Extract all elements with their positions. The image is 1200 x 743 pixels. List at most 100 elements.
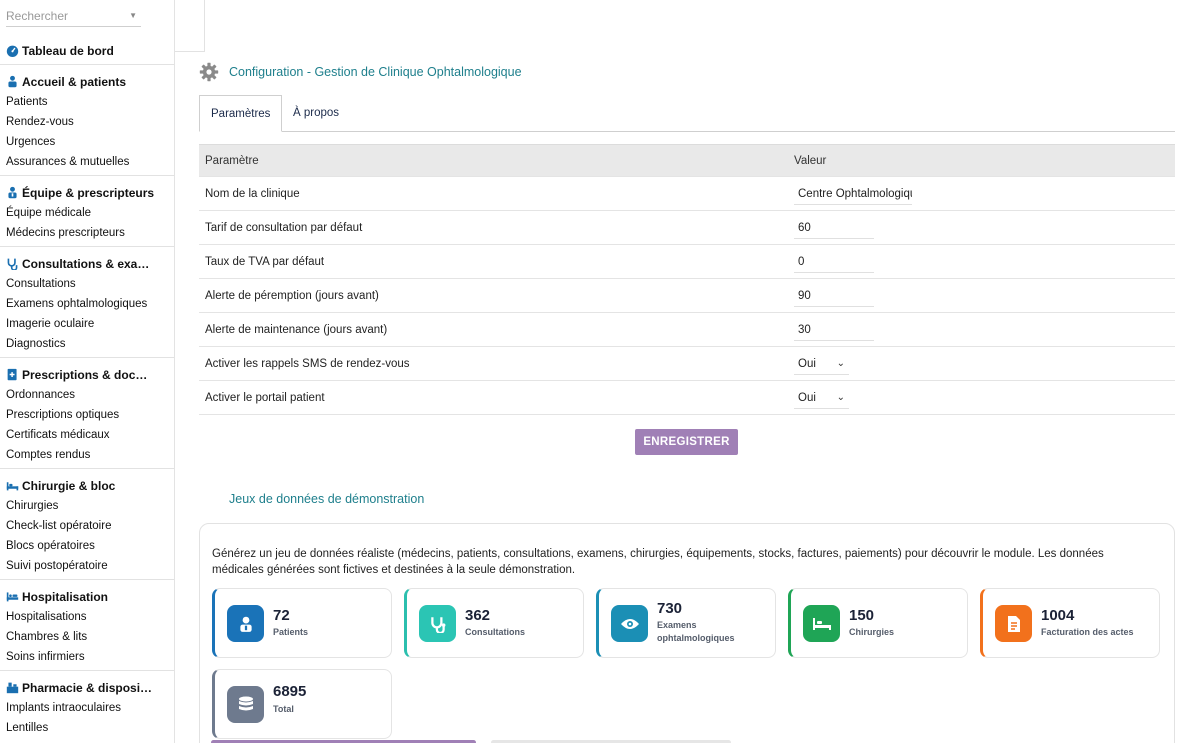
page-header: Configuration - Gestion de Clinique Opht… (199, 62, 522, 82)
sidebar-item-prescriptions-optiques[interactable]: Prescriptions optiques (6, 409, 120, 421)
demo-card: Générez un jeu de données réaliste (méde… (199, 523, 1175, 743)
sidebar-item-implants[interactable]: Implants intraoculaires (6, 702, 122, 714)
stat-card-total[interactable]: 6895 Total (212, 669, 392, 739)
eye-icon (611, 605, 648, 642)
sidebar-section-label: Consultations & exa… (22, 256, 150, 271)
sidebar-section-label: Chirurgie & bloc (22, 478, 116, 493)
sidebar-item-equipe-medicale[interactable]: Équipe médicale (6, 207, 92, 219)
stat-value: 72 (273, 607, 290, 624)
sidebar-section-accueil[interactable]: Accueil & patients (0, 71, 174, 92)
stat-card-patients[interactable]: 72 Patients (212, 588, 392, 658)
sms-reminders-select[interactable]: Oui ⌄ (794, 353, 849, 375)
param-label: Taux de TVA par défaut (205, 255, 325, 268)
divider (0, 468, 174, 469)
sidebar-item-chambres[interactable]: Chambres & lits (6, 631, 88, 643)
secondary-button[interactable] (491, 740, 731, 743)
stat-card-consultations[interactable]: 362 Consultations (404, 588, 584, 658)
sidebar-item-soins[interactable]: Soins infirmiers (6, 651, 85, 663)
sidebar-item-consultations[interactable]: Consultations (6, 278, 76, 290)
patient-portal-select[interactable]: Oui ⌄ (794, 387, 849, 409)
stat-label: Chirurgies (849, 627, 895, 637)
stat-value: 6895 (273, 683, 307, 700)
divider (0, 246, 174, 247)
sidebar-item-ordonnances[interactable]: Ordonnances (6, 389, 76, 401)
table-header: Paramètre Valeur (199, 144, 1175, 177)
stat-card-chirurgies[interactable]: 150 Chirurgies (788, 588, 968, 658)
tab-parametres[interactable]: Paramètres (199, 95, 283, 132)
stethoscope-icon (419, 605, 456, 642)
stat-value: 362 (465, 607, 491, 624)
select-value: Oui (798, 391, 816, 404)
sidebar-item-suivi[interactable]: Suivi postopératoire (6, 560, 108, 572)
stat-label: Total (273, 704, 294, 714)
save-button[interactable]: ENREGISTRER (635, 429, 738, 455)
sidebar-item-medecins-prescripteurs[interactable]: Médecins prescripteurs (6, 227, 125, 239)
stethoscope-icon (7, 258, 18, 270)
sidebar-section-chirurgie[interactable]: Chirurgie & bloc (0, 475, 174, 496)
sidebar-item-dashboard[interactable]: Tableau de bord (0, 40, 174, 61)
stat-label: Patients (273, 627, 309, 637)
table-row: Tarif de consultation par défaut 60 (199, 211, 1175, 245)
param-label: Alerte de maintenance (jours avant) (205, 323, 388, 336)
chevron-down-icon[interactable]: ▼ (129, 11, 137, 20)
sidebar-item-urgences[interactable]: Urgences (6, 136, 56, 148)
param-label: Nom de la clinique (205, 187, 300, 200)
stat-label: Examens ophtalmologiques (657, 620, 735, 643)
stat-value: 150 (849, 607, 875, 624)
param-label: Activer les rappels SMS de rendez-vous (205, 357, 410, 370)
expiry-alert-input[interactable]: 90 (794, 285, 874, 307)
sidebar-item-blocs[interactable]: Blocs opératoires (6, 540, 95, 552)
maintenance-alert-input[interactable]: 30 (794, 319, 874, 341)
divider (0, 64, 174, 65)
doctor-icon (8, 186, 17, 199)
sidebar-item-label: Tableau de bord (22, 43, 114, 58)
stat-value: 730 (657, 600, 683, 617)
tab-a-propos[interactable]: À propos (293, 107, 340, 119)
sidebar-section-label: Prescriptions & doc… (22, 367, 148, 382)
sidebar-section-hospitalisation[interactable]: Hospitalisation (0, 586, 174, 607)
sidebar-item-comptes-rendus[interactable]: Comptes rendus (6, 449, 91, 461)
sidebar-section-equipe[interactable]: Équipe & prescripteurs (0, 182, 174, 203)
table-row: Alerte de péremption (jours avant) 90 (199, 279, 1175, 313)
stat-label: Consultations (465, 627, 525, 637)
sidebar-item-certificats[interactable]: Certificats médicaux (6, 429, 110, 441)
select-value: Oui (798, 357, 816, 370)
sidebar-item-patients[interactable]: Patients (6, 96, 48, 108)
sidebar-nav: Tableau de bord Accueil & patients Patie… (0, 40, 174, 738)
param-label: Activer le portail patient (205, 391, 325, 404)
sidebar-section-label: Accueil & patients (22, 74, 127, 89)
table-row: Nom de la clinique Centre Ophtalmologiqu… (199, 177, 1175, 211)
pharmacy-icon (6, 682, 19, 694)
sidebar-item-examens[interactable]: Examens ophtalmologiques (6, 298, 148, 310)
divider (0, 357, 174, 358)
divider (0, 175, 174, 176)
sidebar-section-pharmacie[interactable]: Pharmacie & disposi… (0, 677, 174, 698)
stat-card-facturation[interactable]: 1004 Facturation des actes (980, 588, 1160, 658)
sidebar-section-prescriptions[interactable]: Prescriptions & doc… (0, 364, 174, 385)
stat-label: Facturation des actes (1041, 627, 1134, 637)
sidebar-item-rendez-vous[interactable]: Rendez-vous (6, 116, 74, 128)
sidebar-item-imagerie[interactable]: Imagerie oculaire (6, 318, 95, 330)
vat-rate-input[interactable]: 0 (794, 251, 874, 273)
hospital-bed-icon (6, 592, 19, 602)
generate-button[interactable] (211, 740, 476, 743)
clinic-name-input[interactable]: Centre Ophtalmologique (794, 183, 912, 205)
database-icon (227, 686, 264, 723)
sidebar-item-lentilles[interactable]: Lentilles (6, 722, 49, 734)
column-header-value: Valeur (794, 154, 827, 167)
sidebar-item-hospitalisations[interactable]: Hospitalisations (6, 611, 87, 623)
consultation-fee-input[interactable]: 60 (794, 217, 874, 239)
search-input[interactable]: Rechercher ▼ (6, 6, 141, 27)
top-panel (175, 0, 205, 52)
demo-description: Générez un jeu de données réaliste (méde… (212, 548, 1104, 576)
stat-card-examens[interactable]: 730 Examens ophtalmologiques (596, 588, 776, 658)
sidebar-item-diagnostics[interactable]: Diagnostics (6, 338, 66, 350)
sidebar-section-consultations[interactable]: Consultations & exa… (0, 253, 174, 274)
bed-icon (803, 605, 840, 642)
page-title: Configuration - Gestion de Clinique Opht… (229, 65, 522, 79)
sidebar-item-chirurgies[interactable]: Chirurgies (6, 500, 59, 512)
sidebar-item-assurances[interactable]: Assurances & mutuelles (6, 156, 130, 168)
sidebar-item-check-list[interactable]: Check-list opératoire (6, 520, 112, 532)
demo-section-title: Jeux de données de démonstration (229, 492, 425, 506)
tab-bar: Paramètres À propos (199, 95, 1175, 132)
